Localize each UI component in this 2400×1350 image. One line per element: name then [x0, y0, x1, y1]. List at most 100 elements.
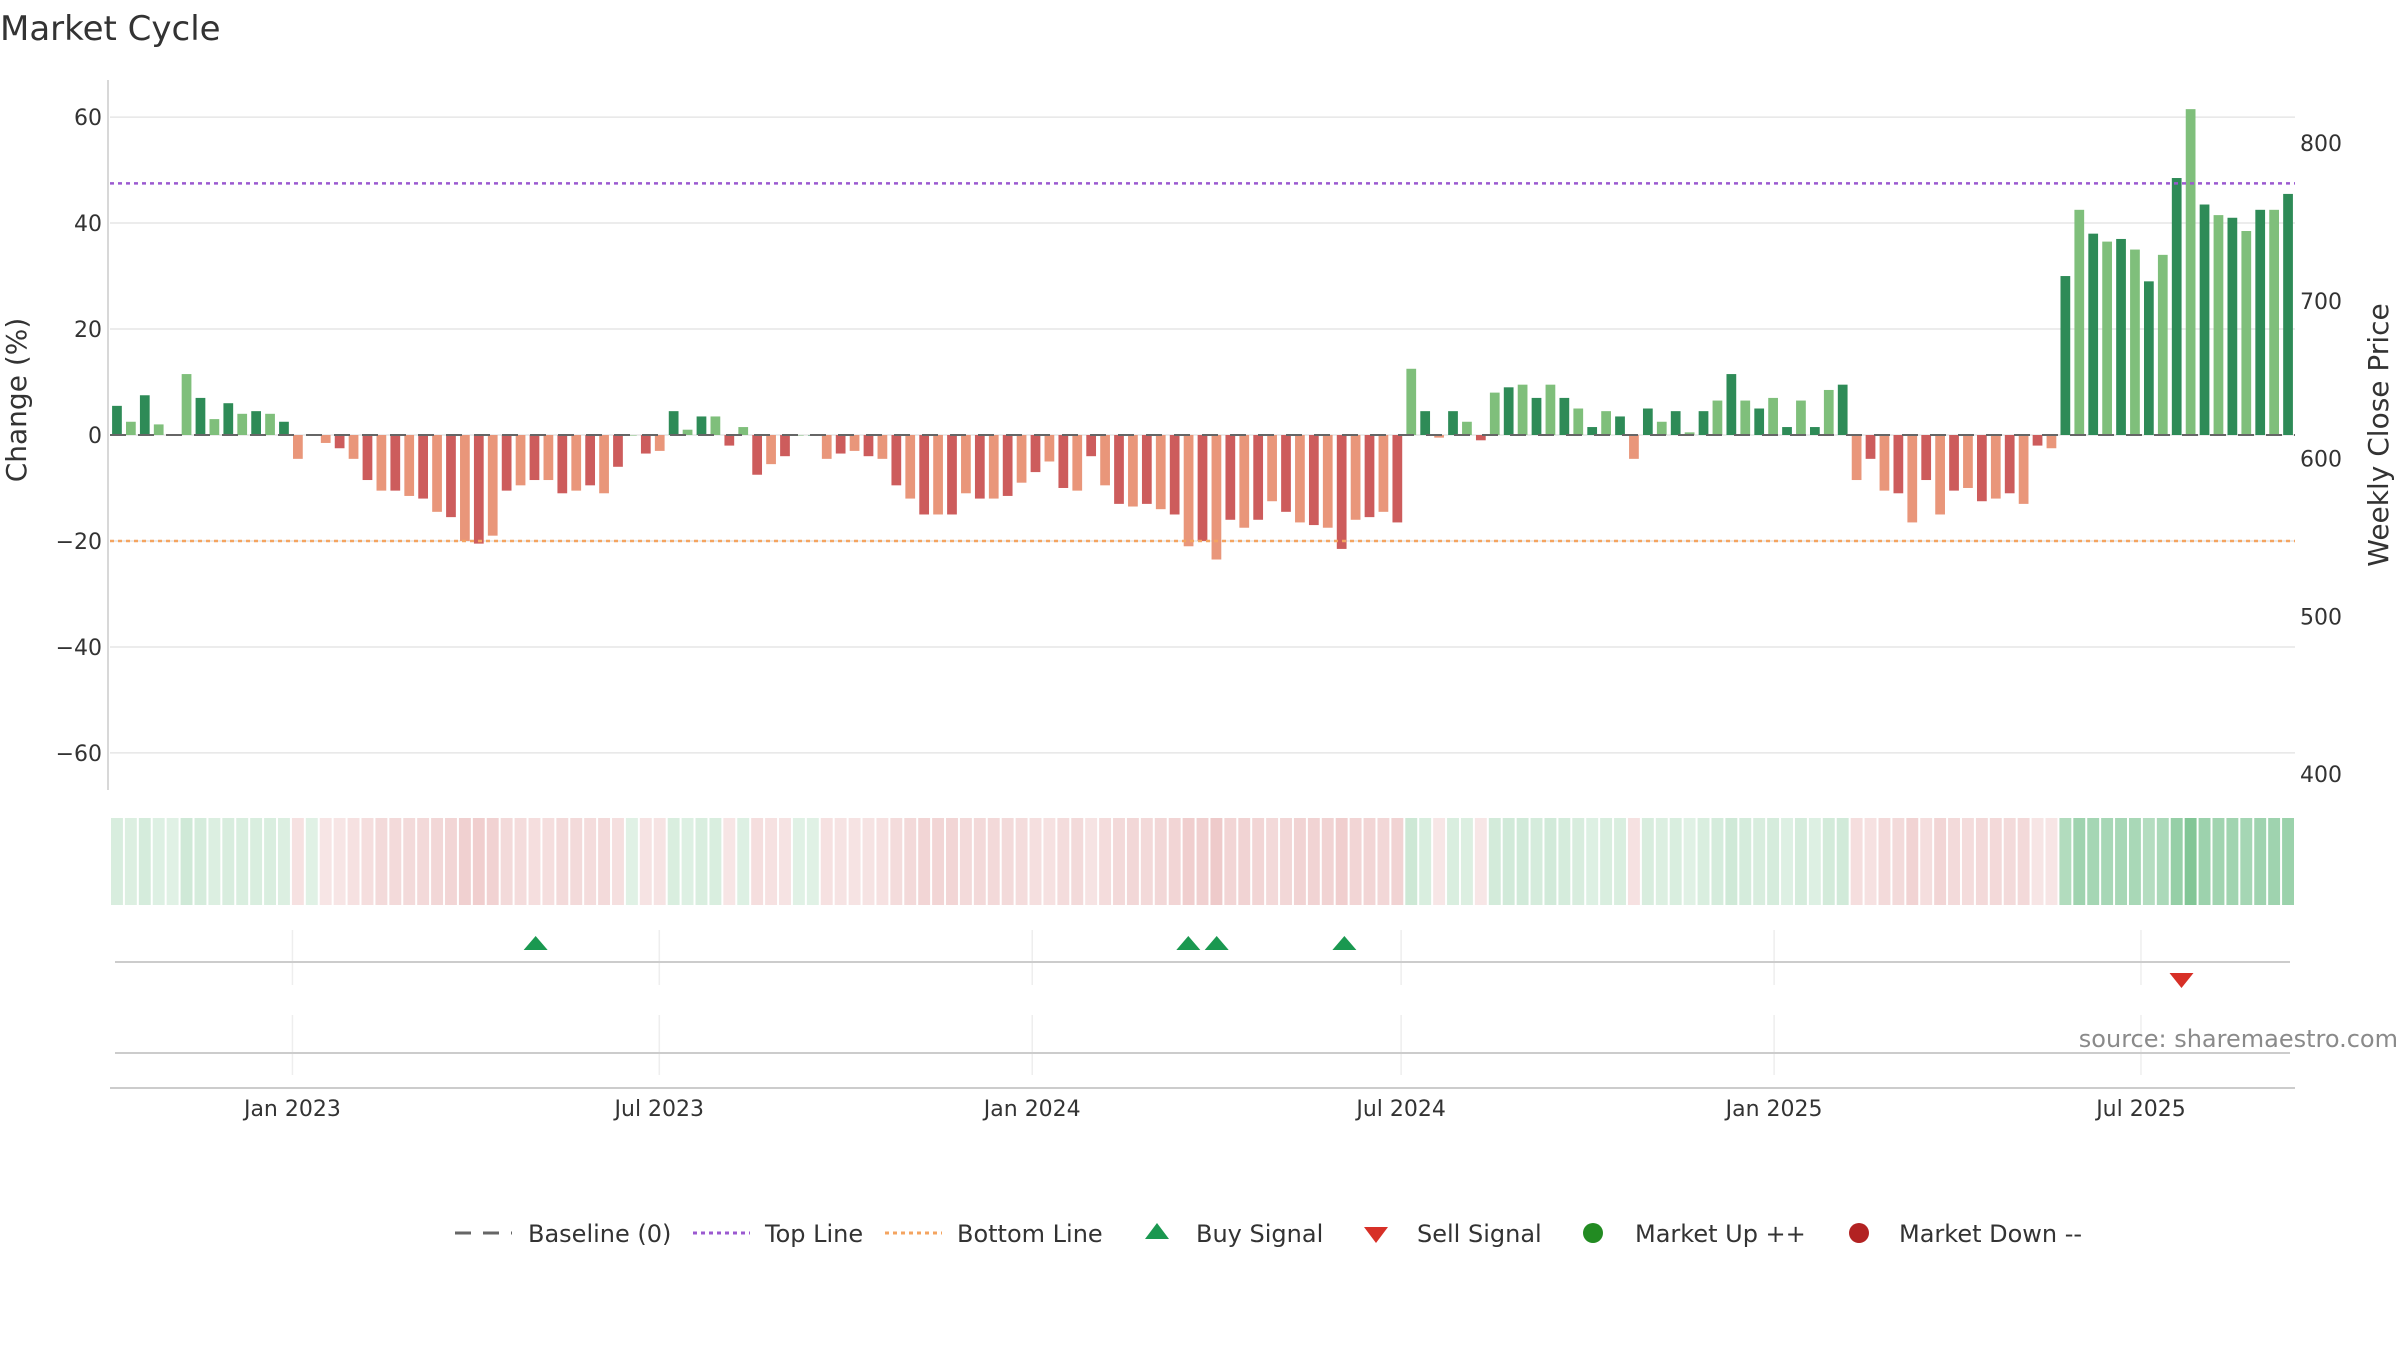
data-bar	[640, 435, 651, 454]
data-bar	[418, 435, 429, 499]
heat-cell	[2087, 818, 2100, 905]
heat-cell	[612, 818, 624, 905]
heat-cell	[2003, 818, 2016, 905]
data-bar	[2046, 435, 2057, 449]
heat-cell	[2156, 818, 2169, 905]
heat-cell	[514, 818, 527, 905]
heat-cell	[1892, 818, 1905, 905]
y-tick-label: 20	[74, 318, 102, 343]
heat-cell	[2128, 818, 2141, 905]
heat-cell	[834, 818, 847, 905]
heat-cell	[1572, 818, 1585, 905]
data-bar	[1016, 435, 1027, 483]
data-bar	[599, 435, 609, 494]
data-bar	[2241, 231, 2252, 435]
heat-cell	[1252, 818, 1265, 905]
data-bar	[1740, 400, 1751, 435]
heat-cell	[1154, 818, 1167, 905]
heat-cell	[1266, 818, 1279, 905]
heat-cell	[1474, 818, 1487, 905]
heat-cell	[987, 818, 1000, 905]
heat-cell	[1961, 818, 1974, 905]
data-bar	[2130, 249, 2140, 435]
heat-cell	[1516, 818, 1529, 905]
grid-layer	[110, 116, 2295, 1075]
heat-cell	[1196, 818, 1209, 905]
heat-cell	[1433, 818, 1446, 905]
heat-cell	[375, 818, 388, 905]
data-bar	[1976, 435, 1987, 502]
heat-cell	[862, 818, 875, 905]
heat-cell	[625, 818, 638, 905]
heat-cell	[208, 818, 221, 905]
data-bar	[1267, 435, 1277, 502]
data-bar	[362, 435, 373, 481]
data-bar	[2171, 178, 2182, 435]
legend-buy-triangle-icon	[1145, 1223, 1169, 1239]
heat-cell	[1307, 818, 1320, 905]
heat-cell	[1502, 818, 1515, 905]
data-bar	[1128, 435, 1138, 507]
y-tick-label: −40	[56, 636, 102, 661]
data-bar	[557, 435, 568, 494]
data-bar	[1420, 411, 1431, 435]
data-bar	[1434, 435, 1444, 438]
data-bar	[1587, 427, 1598, 435]
data-bar	[529, 435, 540, 481]
data-bar	[1879, 435, 1890, 491]
heat-cell	[1725, 818, 1738, 905]
buy-signal-marker	[1176, 936, 1201, 950]
heat-cell	[1447, 818, 1459, 905]
x-tick-label: Jul 2025	[2094, 1097, 2186, 1122]
heat-cell	[264, 818, 277, 905]
heat-cell	[1182, 818, 1195, 905]
heat-cell	[1586, 818, 1599, 905]
data-bar	[1990, 435, 2001, 499]
data-bar	[195, 397, 206, 435]
data-bar	[1489, 392, 1500, 435]
heat-cell	[584, 818, 597, 905]
heat-cell	[1711, 818, 1724, 905]
data-bar	[752, 435, 763, 475]
data-bar	[2143, 281, 2154, 435]
data-bar	[293, 435, 303, 459]
data-bar	[1155, 435, 1166, 510]
heat-cell	[1293, 818, 1306, 905]
data-bar	[1851, 435, 1862, 481]
data-bar	[2088, 233, 2099, 435]
heat-cell	[695, 818, 708, 905]
heat-cell	[1753, 818, 1766, 905]
heat-cell	[1558, 818, 1571, 905]
data-bar	[1169, 435, 1180, 515]
data-bar	[279, 421, 289, 435]
buy-signal-marker	[1204, 936, 1229, 950]
axes: 60 40 20 0 −20 −40 −60 800 700 600 500 400 Jan 2023 J…	[56, 80, 2342, 1122]
heat-cell	[278, 818, 290, 905]
heat-cell	[389, 818, 402, 905]
data-bar	[251, 411, 262, 435]
heat-cell	[1864, 818, 1877, 905]
heat-cell	[528, 818, 541, 905]
heat-cell	[1043, 818, 1056, 905]
data-bar	[1615, 416, 1625, 435]
heat-cell	[1878, 818, 1891, 905]
heat-cell	[152, 818, 165, 905]
data-bar	[1865, 435, 1876, 459]
data-bar	[1545, 384, 1556, 435]
heat-cell	[570, 818, 583, 905]
heat-cell	[1739, 818, 1752, 905]
data-bar	[1670, 411, 1681, 435]
data-bar	[1601, 411, 1611, 435]
data-bar	[1030, 435, 1041, 473]
heat-cell	[765, 818, 778, 905]
heat-cell	[1419, 818, 1432, 905]
legend-baseline-label: Baseline (0)	[528, 1220, 671, 1248]
data-bar	[2269, 209, 2279, 435]
heat-cell	[2184, 818, 2197, 905]
data-bar	[1517, 384, 1528, 435]
data-bar	[627, 435, 637, 436]
heat-cell	[1224, 818, 1237, 905]
data-bar	[265, 413, 275, 435]
data-bar	[710, 416, 721, 435]
data-bar	[2074, 209, 2085, 435]
